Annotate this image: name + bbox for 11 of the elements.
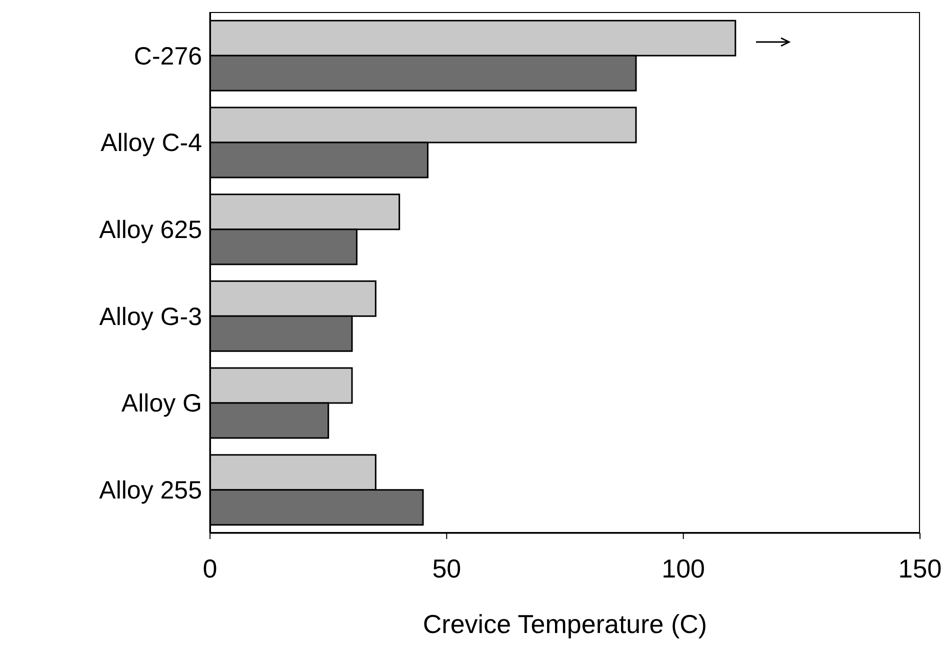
- x-axis-title: Crevice Temperature (C): [422, 609, 708, 639]
- x-tick-label: 150: [898, 553, 942, 584]
- y-tick-label: Alloy G-3: [99, 302, 202, 331]
- y-tick-label: Alloy 255: [99, 476, 202, 504]
- x-tick-label: 0: [202, 553, 218, 584]
- y-tick-label: Alloy 625: [99, 216, 202, 244]
- y-tick-label: C-276: [134, 42, 202, 70]
- x-tick-label: 100: [662, 553, 706, 584]
- y-tick-label: Alloy C-4: [100, 129, 202, 158]
- y-tick-label: Alloy G: [121, 390, 202, 418]
- x-tick-label: 50: [432, 553, 462, 584]
